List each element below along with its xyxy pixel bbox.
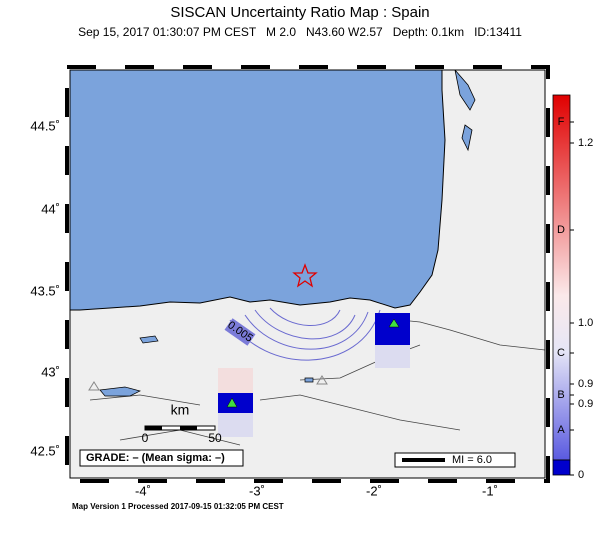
legend-box [394, 452, 516, 468]
latitude-label: 43.5˚ [30, 283, 60, 298]
station-inactive [316, 375, 328, 385]
uncertainty-cell [218, 393, 253, 413]
colorbar [552, 94, 571, 461]
river [89, 317, 545, 446]
colorbar-label: F [558, 116, 565, 128]
colorbar-label: 0.9 [578, 378, 593, 390]
latitude-label: 42.5˚ [30, 443, 60, 458]
colorbar-label: B [557, 389, 564, 401]
contour-label-box [224, 318, 256, 346]
latitude-label: 44.5˚ [30, 118, 60, 133]
scale-tick: 0 [142, 431, 149, 445]
grade-box [79, 449, 244, 467]
colorbar-label: 1.0 [578, 317, 593, 329]
map-area: 0.005 km 0 50 GRADE: – (Mean sigma: –) M… [70, 70, 545, 478]
colorbar-label: C [557, 347, 565, 359]
title: SISCAN Uncertainty Ratio Map : Spain [170, 4, 429, 21]
colorbar-bottom [552, 459, 571, 476]
colorbar-label: A [557, 424, 565, 436]
frame-border [65, 65, 550, 483]
footer: Map Version 1 Processed 2017-09-15 01:32… [72, 502, 284, 511]
station-inactive [88, 381, 100, 391]
subtitle: Sep 15, 2017 01:30:07 PM CEST M 2.0 N43.… [78, 25, 522, 39]
station [226, 397, 238, 408]
station [388, 318, 400, 328]
uncertainty-cell [218, 413, 253, 437]
frame [69, 69, 546, 479]
epicenter [292, 263, 318, 288]
uncertainty-cell [218, 368, 253, 393]
latitude-label: 43˚ [41, 364, 60, 379]
longitude-label: -1˚ [482, 483, 498, 498]
scale-bar [145, 426, 162, 430]
sea [70, 70, 446, 311]
legend-label: MI = 6.0 [452, 454, 492, 466]
scale-tick: 50 [208, 431, 222, 445]
lake [99, 335, 314, 397]
uncertainty-cell [375, 313, 410, 345]
longitude-label: -2˚ [366, 483, 382, 498]
estuary [454, 70, 476, 152]
colorbar-label: D [557, 224, 565, 236]
colorbar-label: 0 [578, 469, 584, 481]
scale-bar [180, 426, 197, 430]
longitude-label: -4˚ [135, 483, 151, 498]
latitude-label: 44˚ [41, 201, 60, 216]
uncertainty-cell [375, 345, 410, 368]
grade: GRADE: – (Mean sigma: –) [86, 452, 225, 464]
colorbar-label: 0.9 [578, 398, 593, 410]
colorbar-label: 1.2 [578, 137, 593, 149]
scale-unit: km [171, 402, 190, 418]
longitude-label: -3˚ [249, 483, 265, 498]
